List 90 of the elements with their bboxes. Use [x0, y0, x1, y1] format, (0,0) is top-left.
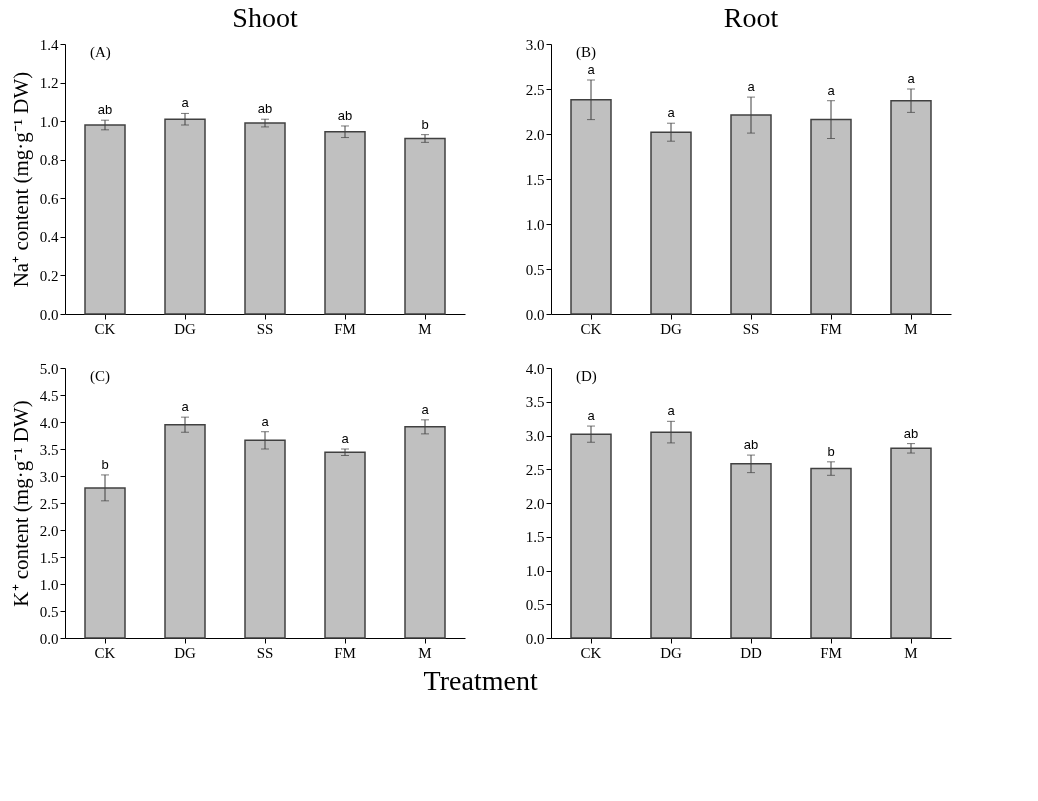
x-tick-label: M [418, 644, 432, 661]
bar [244, 122, 286, 315]
chart-title: Shoot [232, 2, 298, 33]
x-tick-label: M [904, 320, 918, 337]
x-tick-label: SS [742, 320, 760, 337]
y-tick-label: 1.5 [525, 529, 545, 546]
y-tick-label: 2.0 [525, 126, 545, 143]
annotation: a [667, 105, 676, 121]
x-tick-label: CK [94, 320, 116, 337]
y-tick-label: 2.0 [525, 495, 545, 512]
y-tick-label: 0.0 [525, 306, 545, 323]
y-tick-label: 1.5 [525, 171, 545, 188]
x-tick-label: FM [334, 320, 356, 337]
y-tick-label: 0.8 [39, 152, 59, 169]
x-axis-title: Treatment [423, 665, 538, 696]
annotation: ab [903, 425, 919, 441]
annotation: (A) [90, 44, 111, 61]
y-tick-label: 3.0 [525, 36, 545, 53]
x-tick-label: FM [820, 644, 842, 661]
annotation: a [907, 71, 916, 86]
annotation: ab [743, 437, 759, 453]
annotation: (B) [576, 44, 596, 61]
annotation: a [181, 399, 190, 415]
annotation: a [261, 413, 270, 429]
y-tick-label: 1.4 [39, 36, 59, 53]
annotation: ab [337, 107, 353, 123]
chart-title: Root [723, 2, 779, 33]
x-tick-label: M [904, 644, 918, 661]
annotation: b [101, 456, 109, 472]
y-tick-label: 1.0 [39, 113, 59, 130]
y-tick-label: 1.0 [525, 563, 545, 579]
y-tick-label: 0.0 [39, 306, 59, 323]
x-tick-label: DG [174, 320, 196, 337]
y-tick-label: 2.0 [39, 522, 59, 539]
y-tick-label: 4.5 [39, 387, 59, 404]
x-tick-label: DG [660, 320, 682, 337]
x-tick-label: DG [174, 644, 196, 661]
y-tick-label: 3.0 [39, 468, 59, 485]
x-tick-label: SS [256, 644, 274, 661]
x-tick-label: CK [580, 644, 602, 661]
x-tick-label: CK [580, 320, 602, 337]
y-tick-label: 2.5 [39, 495, 59, 512]
y-tick-label: 4.0 [39, 414, 59, 431]
y-tick-label: 5.0 [39, 360, 59, 377]
y-tick-label: 0.5 [525, 596, 545, 613]
annotation: a [587, 62, 596, 77]
y-tick-label: 1.2 [39, 75, 59, 92]
y-tick-label: 0.5 [39, 603, 59, 620]
y-tick-label: 0.4 [39, 229, 59, 246]
x-tick-label: DD [740, 644, 762, 661]
x-tick-label: DG [660, 644, 682, 661]
bar [404, 137, 446, 315]
annotation: a [181, 95, 190, 111]
y-tick-label: 0.5 [525, 261, 545, 278]
annotation: (D) [576, 368, 597, 385]
x-tick-label: FM [334, 644, 356, 661]
y-tick-label: 4.0 [525, 360, 545, 377]
annotation: a [421, 401, 430, 417]
y-tick-label: 1.5 [39, 549, 59, 566]
y-tick-label: 3.5 [39, 441, 59, 458]
annotation: a [667, 403, 676, 419]
x-tick-label: CK [94, 644, 116, 661]
annotation: a [341, 431, 350, 446]
annotation: b [827, 443, 835, 459]
bar [890, 447, 932, 639]
y-tick-label: 3.0 [525, 428, 545, 444]
annotation: (C) [90, 368, 110, 385]
bar [324, 451, 366, 639]
x-tick-label: M [418, 320, 432, 337]
annotation: a [827, 82, 836, 98]
y-tick-label: 0.0 [525, 630, 545, 647]
annotation: a [587, 408, 596, 424]
bar [164, 118, 206, 315]
bar [84, 124, 126, 315]
y-tick-label: 2.5 [525, 461, 545, 478]
annotation: b [421, 116, 429, 132]
y-tick-label: 0.6 [39, 190, 59, 207]
y-tick-label: 1.0 [525, 216, 545, 233]
x-tick-label: FM [820, 320, 842, 337]
y-tick-label: 0.0 [39, 630, 59, 647]
y-tick-label: 1.0 [39, 576, 59, 593]
annotation: a [747, 79, 756, 95]
annotation: ab [97, 102, 113, 118]
y-tick-label: 0.2 [39, 267, 59, 284]
y-axis-title: K⁺ content (mg·g⁻¹ DW) [8, 400, 33, 607]
y-tick-label: 3.5 [525, 394, 545, 411]
annotation: ab [257, 101, 273, 117]
x-tick-label: SS [256, 320, 274, 337]
y-tick-label: 2.5 [525, 81, 545, 98]
y-axis-title: Na⁺ content (mg·g⁻¹ DW) [8, 71, 33, 288]
